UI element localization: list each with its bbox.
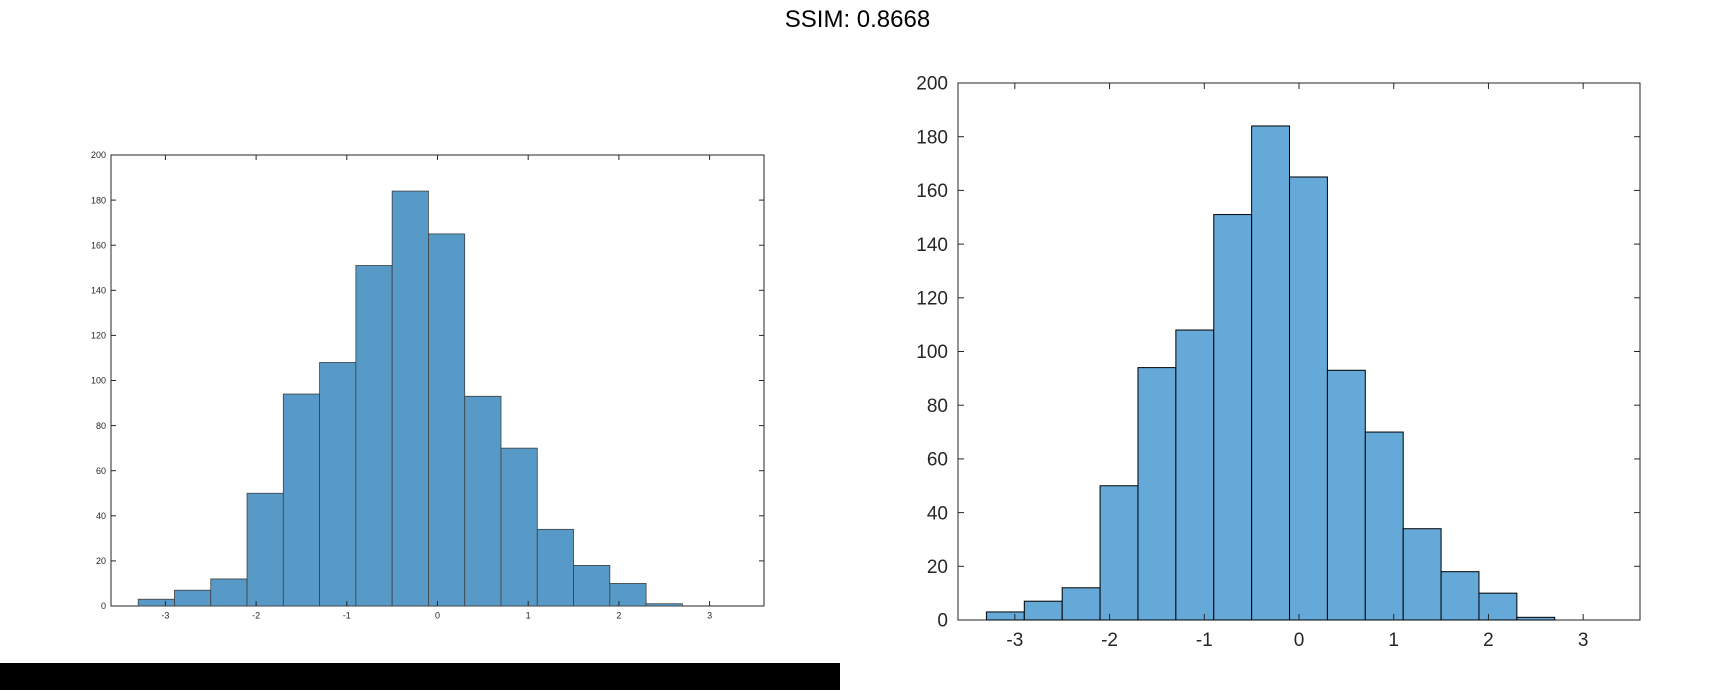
left-xtick-label: -3: [161, 611, 169, 621]
right-bar: [1478, 592, 1518, 621]
right-ytick-label: 40: [927, 503, 948, 524]
left-bar: [645, 603, 683, 607]
right-xtick-label: -2: [1101, 630, 1118, 651]
right-ytick-label: 0: [937, 611, 948, 632]
left-xtick-label: 2: [616, 611, 621, 621]
left-bar: [282, 393, 320, 607]
left-bar: [573, 565, 611, 607]
right-ytick-label: 100: [916, 342, 948, 363]
left-bar: [246, 492, 284, 607]
right-xtick-label: -1: [1196, 630, 1213, 651]
left-ytick-label: 80: [96, 421, 106, 431]
right-ytick-label: 200: [916, 74, 948, 95]
right-xtick-label: 3: [1578, 630, 1589, 651]
left-xtick-label: -2: [252, 611, 260, 621]
left-bar: [536, 528, 574, 607]
right-ytick-label: 80: [927, 396, 948, 417]
right-bar: [1364, 431, 1404, 621]
right-bar: [1516, 616, 1556, 621]
right-xtick-label: 0: [1294, 630, 1305, 651]
left-xtick-label: 3: [707, 611, 712, 621]
left-ytick-label: 140: [91, 285, 106, 295]
left-xtick-label: 1: [526, 611, 531, 621]
left-ytick-label: 60: [96, 466, 106, 476]
left-ytick-label: 180: [91, 195, 106, 205]
right-bar: [1402, 528, 1442, 621]
left-ytick-label: 160: [91, 240, 106, 250]
right-bar: [1023, 600, 1063, 621]
right-ytick-label: 120: [916, 288, 948, 309]
left-ytick-label: 20: [96, 556, 106, 566]
right-xtick-label: -3: [1006, 630, 1023, 651]
left-bar: [428, 233, 466, 607]
left-ytick-label: 120: [91, 331, 106, 341]
right-ytick-label: 160: [916, 181, 948, 202]
right-ytick-label: 60: [927, 450, 948, 471]
right-bar: [1099, 485, 1139, 621]
left-bar: [355, 265, 393, 607]
right-bar: [1251, 125, 1291, 621]
right-bar: [1326, 369, 1366, 621]
right-bar: [1213, 214, 1253, 621]
right-bar: [985, 611, 1025, 621]
right-bar: [1137, 367, 1177, 621]
left-ytick-label: 40: [96, 511, 106, 521]
left-ytick-label: 200: [91, 150, 106, 160]
right-ytick-label: 20: [927, 557, 948, 578]
left-bar: [210, 578, 248, 607]
right-bar: [1175, 329, 1215, 621]
left-xtick-label: -1: [343, 611, 351, 621]
right-bar: [1061, 587, 1101, 621]
left-bar: [319, 362, 357, 607]
left-bar: [500, 447, 538, 607]
left-bar: [391, 190, 429, 607]
right-ytick-label: 180: [916, 127, 948, 148]
black-bar: [0, 663, 840, 690]
right-xtick-label: 2: [1483, 630, 1494, 651]
left-ytick-label: 100: [91, 376, 106, 386]
left-xtick-label: 0: [435, 611, 440, 621]
left-bar: [609, 583, 647, 607]
right-ytick-label: 140: [916, 235, 948, 256]
page-title: SSIM: 0.8668: [784, 6, 931, 33]
right-bar: [1289, 176, 1328, 621]
left-ytick-label: 0: [101, 601, 106, 611]
right-xtick-label: 1: [1388, 630, 1399, 651]
right-bar: [1440, 571, 1480, 621]
